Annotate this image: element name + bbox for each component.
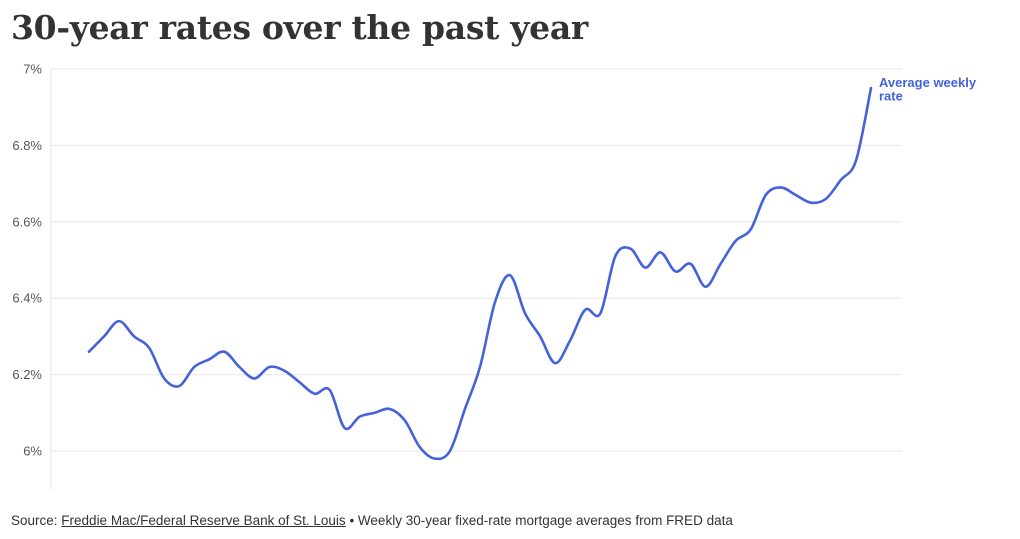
y-tick-label: 6.2% [12,367,42,382]
series-label-group: Average weekly rate [879,75,977,104]
line-chart: 6% 6.2% 6.4% 6.6% 6.8% 7% Average weekly rate [12,62,977,490]
gridlines [51,68,902,452]
series-label: Average weekly rate [879,75,977,104]
source-description: • Weekly 30-year fixed-rate mortgage ave… [349,513,733,528]
y-tick-label: 6.6% [12,214,42,229]
y-tick-label: 7% [23,62,42,77]
series-group [87,86,873,461]
source-link[interactable]: Freddie Mac/Federal Reserve Bank of St. … [61,513,346,528]
source-prefix: Source: [11,513,58,528]
y-tick-label: 6.4% [12,291,42,306]
chart-title: 30-year rates over the past year [11,8,589,47]
y-tick-label: 6% [23,444,42,459]
series-line-average-weekly-rate [87,86,873,461]
y-tick-label: 6.8% [12,138,42,153]
source-note: Source: Freddie Mac/Federal Reserve Bank… [11,512,733,530]
y-axis-ticks: 6% 6.2% 6.4% 6.6% 6.8% 7% [12,62,42,459]
